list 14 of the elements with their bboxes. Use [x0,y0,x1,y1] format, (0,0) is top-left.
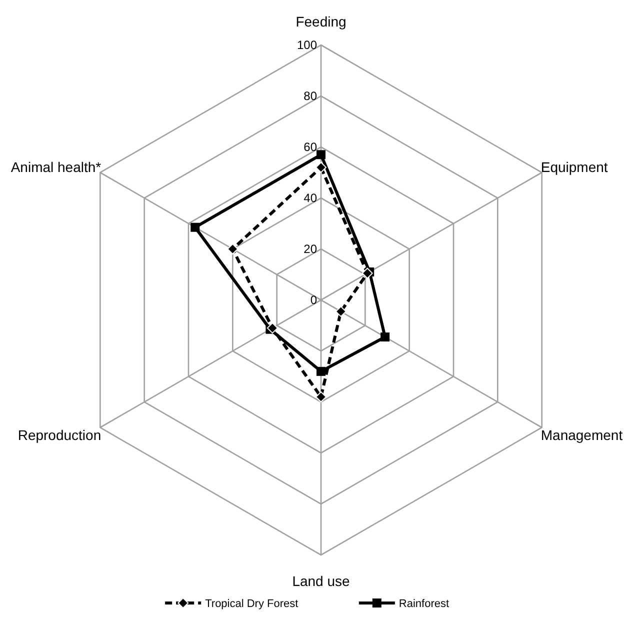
y-tick-label: 40 [304,191,318,205]
legend-label: Rainforest [398,598,450,610]
y-tick-label: 80 [304,89,318,103]
y-tick-label: 0 [310,293,318,307]
spoke-label: Land use [292,572,350,589]
y-tick-label: 20 [304,242,318,256]
spoke-label: Reproduction [18,426,102,443]
spoke-label: Management [540,426,623,443]
spoke-label: Feeding [296,13,346,30]
legend-label: Tropical Dry Forest [205,598,298,610]
y-tick-label: 100 [296,38,318,52]
y-tick-label: 60 [304,140,318,154]
spoke-label: Equipment [540,159,608,176]
spoke-label: Animal health* [10,159,102,176]
